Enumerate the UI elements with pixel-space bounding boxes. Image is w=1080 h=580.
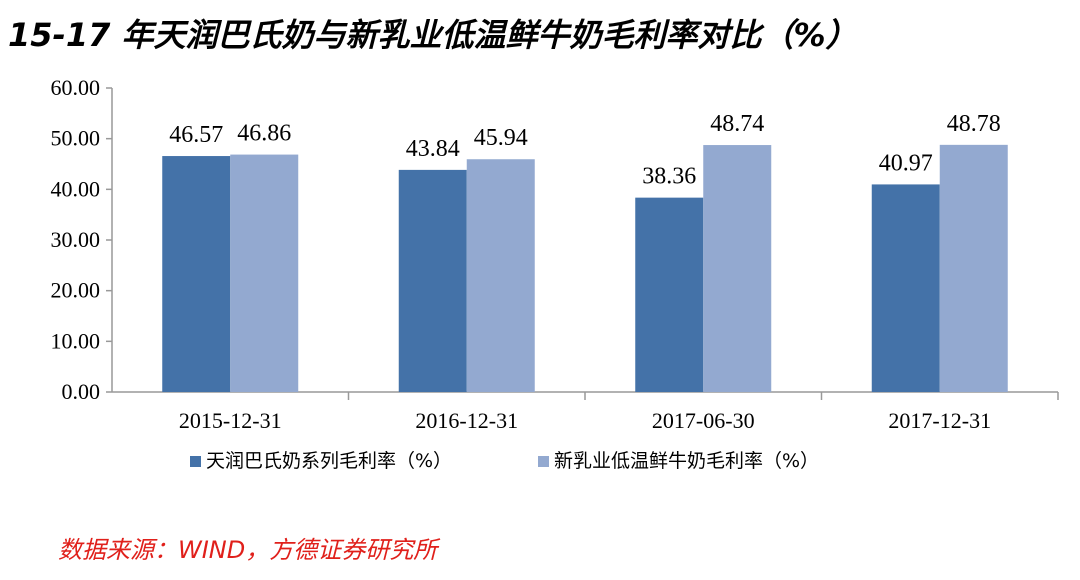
x-tick-label: 2015-12-31 — [179, 408, 282, 433]
y-tick-label: 60.00 — [51, 75, 101, 100]
y-tick-label: 30.00 — [51, 227, 101, 252]
data-label: 40.97 — [879, 150, 933, 176]
chart-legend: 天润巴氏奶系列毛利率（%） 新乳业低温鲜牛奶毛利率（%） — [190, 450, 819, 472]
data-label: 46.86 — [237, 121, 291, 147]
legend-swatch — [190, 456, 201, 467]
y-tick-label: 40.00 — [51, 176, 101, 201]
bar — [398, 169, 467, 392]
bar — [162, 156, 231, 392]
data-label: 48.74 — [710, 111, 764, 137]
data-label: 38.36 — [642, 164, 696, 190]
source-note: 数据来源：WIND，方德证券研究所 — [58, 536, 438, 564]
y-tick-label: 50.00 — [51, 126, 101, 151]
bar — [939, 144, 1008, 392]
y-tick-label: 20.00 — [51, 278, 101, 303]
data-label: 48.78 — [947, 111, 1001, 137]
y-tick-label: 0.00 — [62, 379, 101, 404]
chart-bars — [162, 144, 1008, 392]
bar — [635, 197, 704, 392]
chart-data-labels: 46.57 46.86 43.84 45.94 38.36 48.74 40.97 48.78 — [169, 111, 1001, 190]
x-tick-label: 2017-06-30 — [652, 408, 755, 433]
bar-chart: 0.00 10.00 20.00 30.00 40.00 50.00 60.00 2015-1… — [51, 75, 1059, 472]
bar — [230, 154, 299, 392]
x-tick-label: 2017-12-31 — [888, 408, 991, 433]
chart-axes: 0.00 10.00 20.00 30.00 40.00 50.00 60.00 2015-1… — [51, 75, 1059, 433]
chart-title: 15-17 年天润巴氏奶与新乳业低温鲜牛奶毛利率对比（%） — [8, 16, 858, 54]
y-tick-label: 10.00 — [51, 328, 101, 353]
data-label: 46.57 — [169, 122, 223, 148]
data-label: 45.94 — [474, 125, 528, 151]
bar — [703, 145, 772, 392]
legend-label: 天润巴氏奶系列毛利率（%） — [206, 450, 452, 472]
x-tick-label: 2016-12-31 — [415, 408, 518, 433]
bar — [871, 184, 940, 392]
bar — [466, 159, 535, 392]
legend-label: 新乳业低温鲜牛奶毛利率（%） — [554, 450, 819, 472]
legend-swatch — [538, 456, 549, 467]
data-label: 43.84 — [406, 136, 460, 162]
